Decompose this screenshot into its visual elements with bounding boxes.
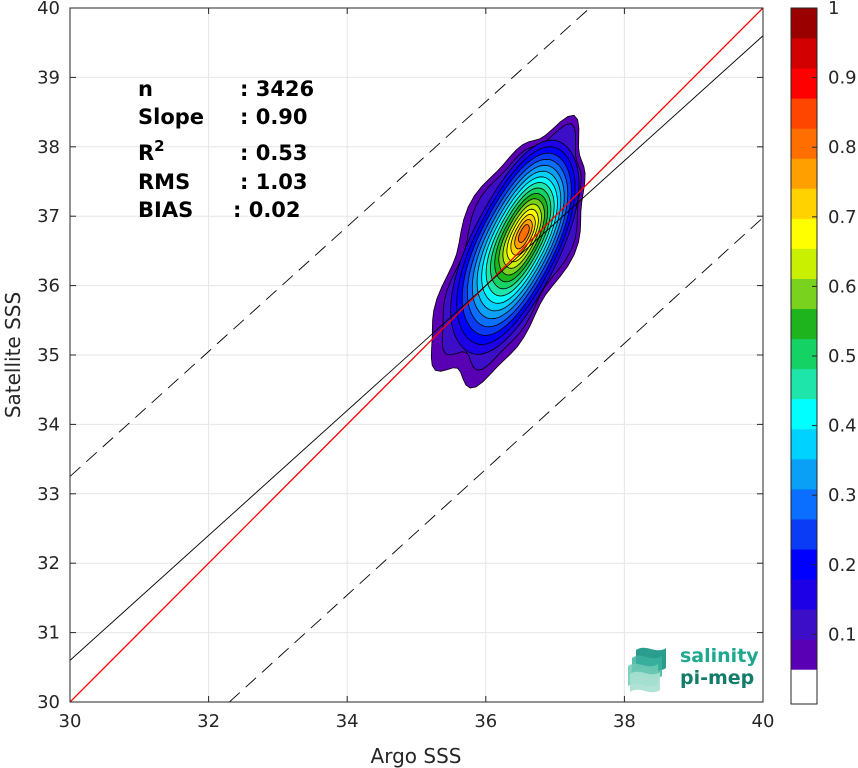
colorbar-segment bbox=[791, 68, 817, 99]
colorbar-tick-label: 0.3 bbox=[828, 485, 857, 506]
reference-lines bbox=[70, 8, 763, 702]
y-tick-label: 35 bbox=[37, 345, 60, 366]
y-tick-label: 38 bbox=[37, 137, 60, 158]
colorbar-segment bbox=[791, 38, 817, 69]
colorbar-segment bbox=[791, 669, 817, 704]
x-tick-label: 30 bbox=[59, 711, 82, 732]
colorbar-segment bbox=[791, 398, 817, 430]
stat-value: : 0.53 bbox=[240, 141, 308, 165]
colorbar-tick-label: 0.8 bbox=[828, 137, 857, 158]
colorbar-segment bbox=[791, 8, 817, 39]
colorbar-segment bbox=[791, 248, 817, 279]
x-tick-label: 34 bbox=[336, 711, 359, 732]
y-tick-label: 40 bbox=[37, 0, 60, 19]
upper-line bbox=[70, 8, 591, 477]
colorbar-segment bbox=[791, 458, 817, 490]
y-tick-label: 37 bbox=[37, 206, 60, 227]
stat-value: : 1.03 bbox=[240, 170, 308, 194]
colorbar-segment bbox=[791, 128, 817, 159]
stat-label: RMS bbox=[138, 170, 190, 194]
colorbar-segment bbox=[791, 308, 817, 340]
fit-line bbox=[70, 35, 763, 661]
density-contour-level bbox=[518, 224, 530, 244]
stat-label: BIAS bbox=[138, 198, 193, 222]
colorbar-segment bbox=[791, 278, 817, 310]
y-tick-label: 36 bbox=[37, 276, 60, 297]
colorbar-tick-label: 1 bbox=[828, 0, 839, 19]
colorbar-tick-label: 0.2 bbox=[828, 555, 857, 576]
colorbar-segment bbox=[791, 368, 817, 400]
colorbar-tick-label: 0.5 bbox=[828, 346, 857, 367]
logo-waves-icon bbox=[628, 647, 666, 693]
y-tick-label: 33 bbox=[37, 484, 60, 505]
colorbar: 0.1 0.2 0.3 0.4 0.5 0.6 0.7 0.8 0.9 1 bbox=[790, 0, 857, 705]
stat-label: n bbox=[138, 77, 153, 101]
y-tick-label: 32 bbox=[37, 553, 60, 574]
logo-line-2: pi-mep bbox=[680, 667, 754, 689]
stat-label: Slope bbox=[138, 105, 204, 129]
stat-value: : 3426 bbox=[240, 77, 314, 101]
colorbar-segment bbox=[791, 548, 817, 580]
colorbar-segment bbox=[791, 338, 817, 370]
1-1-line bbox=[70, 8, 763, 702]
y-tick-label: 39 bbox=[37, 67, 60, 88]
colorbar-segment bbox=[791, 488, 817, 520]
y-tick-label: 30 bbox=[37, 692, 60, 713]
stat-value: : 0.90 bbox=[240, 105, 308, 129]
y-tick-label: 31 bbox=[37, 623, 60, 644]
logo-line-1: salinity bbox=[680, 645, 759, 667]
colorbar-segment bbox=[791, 158, 817, 189]
colorbar-segment bbox=[791, 428, 817, 460]
colorbar-segment bbox=[791, 579, 817, 610]
colorbar-tick-label: 0.6 bbox=[828, 276, 857, 297]
stat-value: : 0.02 bbox=[233, 198, 301, 222]
x-axis-label: Argo SSS bbox=[371, 744, 462, 768]
stat-superscript: 2 bbox=[154, 137, 164, 155]
colorbar-tick-label: 0.7 bbox=[828, 207, 857, 228]
lower-line bbox=[229, 217, 763, 702]
x-tick-label: 38 bbox=[613, 711, 636, 732]
colorbar-tick-label: 0.1 bbox=[828, 624, 857, 645]
colorbar-segment bbox=[791, 98, 817, 129]
colorbar-segment bbox=[791, 609, 817, 640]
colorbar-segment bbox=[791, 188, 817, 219]
plot-area: 30 32 34 36 38 40 30 31 32 33 34 35 36 37 38 39 40 bbox=[37, 0, 774, 732]
colorbar-segment bbox=[791, 518, 817, 550]
y-tick-label: 34 bbox=[37, 414, 60, 435]
colorbar-tick-label: 0.4 bbox=[828, 416, 857, 437]
colorbar-segment bbox=[791, 639, 817, 670]
x-tick-label: 32 bbox=[197, 711, 220, 732]
salinity-pimep-logo: salinity pi-mep bbox=[628, 645, 759, 693]
colorbar-segment bbox=[791, 218, 817, 249]
colorbar-tick-label: 0.9 bbox=[828, 68, 857, 89]
y-axis-label: Satellite SSS bbox=[1, 292, 25, 418]
x-tick-label: 36 bbox=[474, 711, 497, 732]
x-tick-label: 40 bbox=[752, 711, 775, 732]
